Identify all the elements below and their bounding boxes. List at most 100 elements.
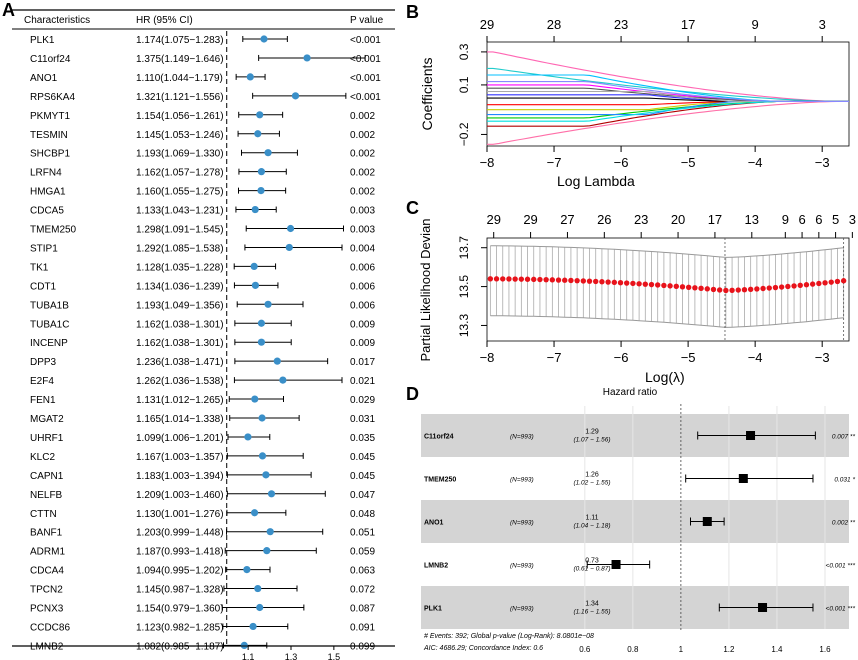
cv-point	[710, 286, 717, 293]
gene-label: E2F4	[30, 376, 54, 387]
p-value-text: 0.006	[350, 281, 375, 292]
p-value-text: 0.059	[350, 547, 375, 558]
hr-point	[254, 584, 262, 593]
hr-ci-text: 1.167(1.003−1.357)	[136, 452, 224, 463]
n-label: (N=993)	[510, 606, 534, 613]
cv-point	[555, 277, 562, 283]
top-tick-label: 3	[819, 17, 826, 32]
cv-point	[599, 279, 605, 285]
x-tick-label: −3	[815, 350, 830, 365]
hr-ci-text: 1.187(0.993−1.418)	[136, 547, 224, 558]
hr-point	[266, 528, 274, 536]
top-tick-label: 23	[614, 17, 628, 32]
panel-label-c: C	[406, 198, 419, 218]
p-value-text: 0.017	[350, 357, 375, 368]
p-value-text: 0.004	[350, 243, 375, 254]
cv-point	[692, 285, 698, 291]
hr-point	[244, 433, 252, 441]
gene-label: CDCA4	[30, 566, 64, 577]
hr-point	[267, 490, 276, 498]
gene-label: DPP3	[30, 357, 57, 368]
hr-ci-text: 1.298(1.091−1.545)	[136, 225, 224, 236]
cv-point	[630, 280, 636, 287]
cv-point	[803, 282, 810, 288]
x-tick-label: 1	[679, 645, 684, 654]
gene-label: BANF1	[30, 528, 63, 539]
p-value-text: 0.048	[350, 509, 375, 520]
p-value-text: 0.009	[350, 319, 375, 330]
x-tick-label: −8	[480, 350, 495, 365]
header-p-value: P value	[350, 15, 384, 26]
p-value-text: 0.002 **	[832, 520, 856, 527]
cv-point	[636, 281, 642, 287]
x-tick-label: −5	[681, 350, 696, 365]
header-characteristics: Characteristics	[24, 15, 90, 26]
top-tick-label: 26	[597, 212, 611, 227]
hr-ci-text: 1.145(0.987−1.328)	[136, 585, 224, 596]
hr-point	[264, 300, 272, 308]
p-value-text: 0.002	[350, 130, 375, 141]
error-upper-envelope	[490, 245, 844, 258]
gene-label: SHCBP1	[30, 149, 70, 160]
hr-value: 1.34	[585, 601, 599, 608]
hr-square	[758, 603, 768, 612]
cv-point	[537, 276, 543, 283]
hr-point	[249, 622, 257, 631]
y-tick-label: −0.2	[457, 122, 471, 146]
cv-point	[754, 286, 760, 292]
p-value-text: <0.001 ***	[826, 563, 856, 570]
p-value-text: 0.072	[350, 585, 375, 596]
ci-text: (1.16 − 1.55)	[573, 609, 610, 616]
ci-text: (1.02 − 1.55)	[573, 480, 610, 487]
n-label: (N=993)	[510, 477, 534, 484]
hr-ci-text: 1.130(1.001−1.276)	[136, 509, 224, 520]
p-value-text: <0.001	[350, 73, 381, 84]
x-tick-label: −4	[748, 155, 763, 170]
gene-label: LMNB2	[424, 563, 448, 570]
cv-point	[797, 282, 803, 289]
cv-point	[828, 279, 834, 285]
top-tick-label: 29	[486, 212, 500, 227]
hr-square	[746, 431, 756, 440]
hr-point	[303, 54, 311, 62]
cv-point	[834, 278, 841, 285]
gene-label: KLC2	[30, 452, 55, 463]
hr-point	[263, 547, 271, 555]
hr-point	[251, 395, 259, 403]
cv-point	[624, 280, 630, 286]
cv-point	[809, 281, 816, 287]
y-tick-label: 0.3	[457, 43, 471, 60]
gene-label: STIP1	[30, 243, 58, 254]
plot-frame	[486, 237, 850, 342]
cv-point	[760, 285, 766, 292]
hr-ci-text: 1.133(1.043−1.231)	[136, 206, 224, 217]
chart-title: Hazard ratio	[603, 387, 658, 398]
gene-label: C11orf24	[424, 434, 454, 441]
y-axis-label: Partial Likelihood Devian	[418, 218, 433, 361]
hr-value: 0.73	[585, 558, 599, 565]
x-tick-label: 1.3	[285, 652, 298, 660]
x-tick-label: −4	[748, 350, 763, 365]
p-value-text: 0.007 **	[832, 434, 856, 441]
top-tick-label: 28	[547, 17, 561, 32]
hr-ci-text: 1.123(0.982−1.285)	[136, 622, 224, 633]
cv-point	[766, 285, 772, 291]
panel-a-forest-plot: Characteristics HR (95% CI) P value PLK1…	[12, 9, 395, 660]
top-tick-label: 6	[798, 212, 805, 227]
cv-point	[778, 284, 785, 290]
cv-point	[735, 287, 741, 293]
gene-label: C11orf24	[30, 54, 71, 65]
cv-point	[642, 281, 649, 287]
cv-point	[791, 283, 797, 289]
p-value-text: 0.087	[350, 604, 375, 615]
hr-ci-text: 1.165(1.014−1.338)	[136, 414, 224, 425]
hr-ci-text: 1.162(1.038−1.301)	[136, 319, 224, 330]
gene-label: LMNB2	[30, 641, 64, 652]
hr-point	[285, 243, 293, 252]
cv-point	[648, 281, 655, 288]
cv-point	[487, 276, 494, 282]
p-value-text: 0.045	[350, 452, 375, 463]
gene-label: TUBA1C	[30, 319, 69, 330]
p-value-text: <0.001	[350, 54, 381, 65]
